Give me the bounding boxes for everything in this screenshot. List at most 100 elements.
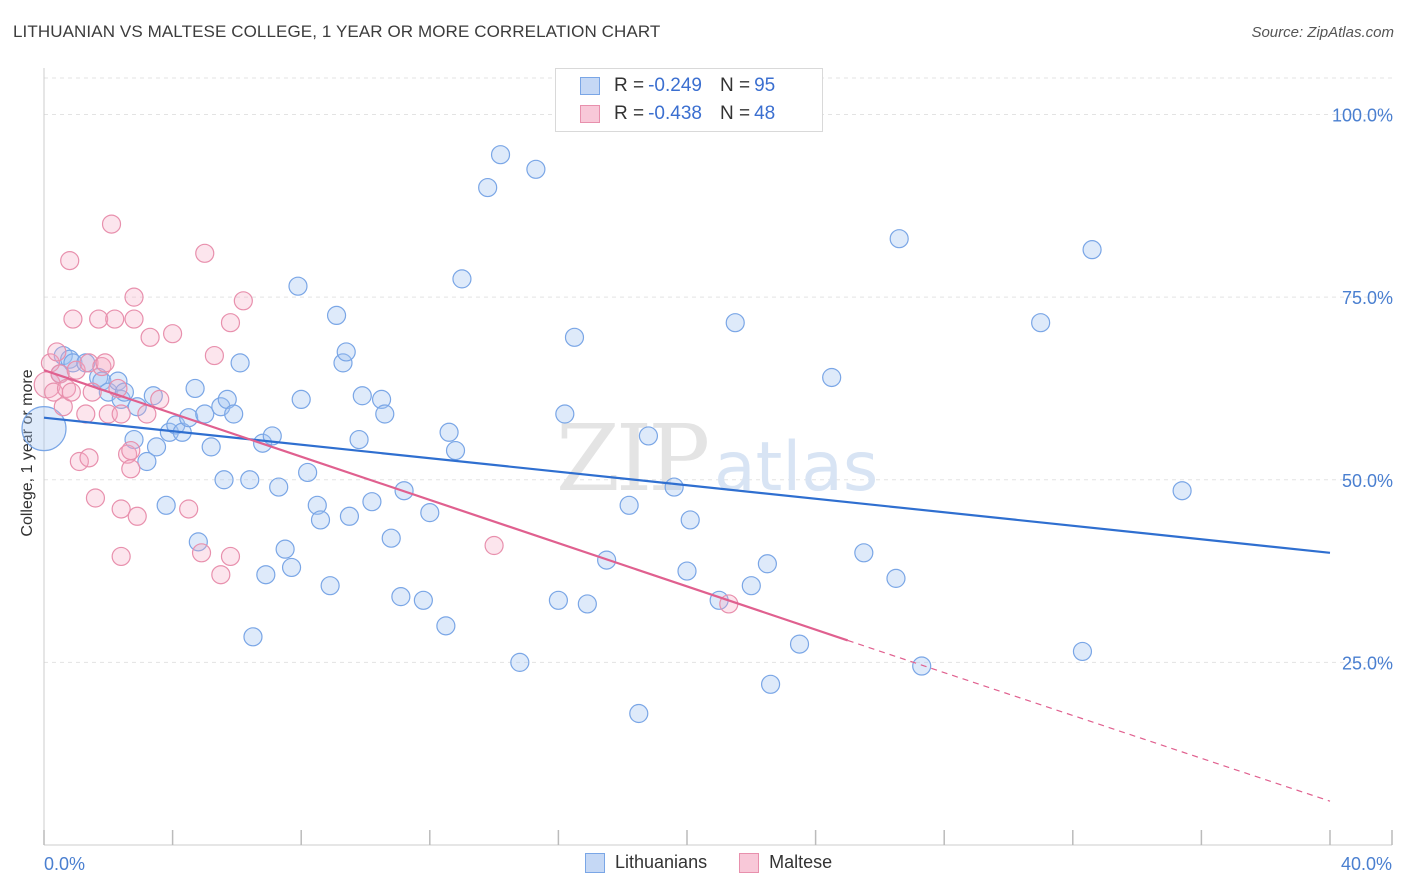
lithuanian-point bbox=[413, 590, 433, 610]
legend-swatch-blue bbox=[580, 77, 600, 95]
lithuanian-point bbox=[619, 495, 639, 515]
lithuanian-point bbox=[362, 492, 382, 512]
lithuanian-point bbox=[760, 674, 781, 694]
trend-lines bbox=[43, 369, 1331, 802]
tick-labels: 0.0% 40.0% 25.0% 50.0% 75.0% 100.0% bbox=[44, 106, 1393, 874]
lithuanian-point bbox=[320, 576, 340, 596]
y-tick-label: 50.0% bbox=[1342, 471, 1393, 491]
maltese-point bbox=[220, 546, 241, 567]
lithuanian-point bbox=[214, 470, 234, 490]
legend-row-lithuanians: R = -0.249 N = 95 bbox=[580, 73, 775, 99]
y-tick-label: 25.0% bbox=[1342, 653, 1393, 673]
maltese-point bbox=[121, 459, 141, 479]
lithuanian-point bbox=[886, 568, 906, 588]
lithuanian-point bbox=[336, 342, 356, 362]
y-tick-label: 75.0% bbox=[1342, 288, 1393, 308]
watermark: ZIP atlas bbox=[556, 405, 878, 512]
axes bbox=[43, 68, 1393, 846]
legend-r-value: -0.438 bbox=[648, 103, 702, 124]
lithuanian-point bbox=[371, 389, 392, 410]
legend-r-value: -0.249 bbox=[648, 75, 702, 96]
maltese-point bbox=[47, 342, 67, 362]
maltese-point bbox=[233, 291, 253, 311]
maltese-point bbox=[85, 488, 106, 508]
lithuanian-point bbox=[256, 565, 276, 585]
maltese-point bbox=[140, 327, 160, 347]
lithuanian-point bbox=[391, 587, 411, 607]
lithuanian-point bbox=[1082, 240, 1102, 260]
lithuanian-point bbox=[21, 406, 67, 452]
watermark-atlas: atlas bbox=[714, 428, 878, 507]
lithuanian-point bbox=[436, 616, 456, 636]
maltese-point bbox=[111, 546, 131, 567]
lithuanian-point bbox=[889, 229, 909, 249]
lithuanian-point bbox=[137, 451, 157, 472]
maltese-point bbox=[63, 309, 83, 329]
maltese-point bbox=[179, 499, 199, 519]
maltese-point bbox=[89, 309, 109, 329]
lithuanian-point bbox=[854, 543, 874, 563]
maltese-point bbox=[195, 243, 215, 263]
lithuanian-point bbox=[510, 652, 530, 672]
lithuanian-point bbox=[240, 470, 260, 490]
lithuanian-point bbox=[298, 462, 318, 483]
lithuanian-point bbox=[195, 404, 215, 424]
legend-swatch-lithuanians bbox=[585, 852, 605, 873]
lithuanian-point bbox=[224, 404, 244, 424]
legend-r-label: R = bbox=[614, 75, 645, 96]
maltese-point bbox=[211, 565, 231, 585]
lithuanian-point bbox=[680, 510, 700, 530]
legend-item-maltese[interactable]: Maltese bbox=[739, 852, 832, 873]
lithuanian-point bbox=[291, 389, 311, 410]
chart-title: LITHUANIAN VS MALTESE COLLEGE, 1 YEAR OR… bbox=[13, 22, 661, 41]
maltese-point bbox=[79, 448, 99, 468]
maltese-point bbox=[127, 506, 147, 526]
lithuanian-point bbox=[243, 627, 263, 647]
maltese-trend-line bbox=[43, 369, 849, 642]
lithuanian-point bbox=[629, 703, 649, 724]
lithuanian-point bbox=[1031, 313, 1051, 333]
maltese-point bbox=[163, 324, 183, 344]
legend-r-label: R = bbox=[614, 103, 645, 124]
maltese-point bbox=[61, 382, 81, 402]
lithuanian-point bbox=[548, 590, 569, 610]
lithuanian-point bbox=[307, 495, 327, 515]
lithuanian-point bbox=[288, 276, 308, 296]
lithuanian-point bbox=[564, 327, 585, 347]
lithuanian-point bbox=[789, 634, 810, 654]
legend-label-lithuanians: Lithuanians bbox=[615, 852, 708, 872]
maltese-point bbox=[111, 404, 131, 424]
lithuanian-point bbox=[577, 594, 597, 614]
maltese-point bbox=[92, 356, 112, 377]
lithuanian-point bbox=[677, 561, 697, 581]
legend-label-maltese: Maltese bbox=[769, 852, 833, 872]
legend-item-lithuanians[interactable]: Lithuanians bbox=[585, 852, 707, 873]
lithuanian-point bbox=[664, 477, 684, 497]
maltese-point bbox=[95, 353, 115, 373]
maltese-point bbox=[105, 309, 125, 329]
legend-swatch-pink bbox=[580, 105, 600, 123]
maltese-point bbox=[117, 444, 138, 464]
lithuanian-point bbox=[757, 554, 777, 574]
legend-swatch-maltese bbox=[739, 852, 760, 873]
series-legend: Lithuanians Maltese bbox=[585, 852, 864, 873]
lithuanian-point bbox=[1072, 641, 1093, 662]
legend-n-value: 95 bbox=[754, 75, 776, 96]
legend-n-label: N = bbox=[719, 75, 751, 96]
maltese-point bbox=[79, 353, 99, 373]
lithuanian-points bbox=[21, 145, 1192, 724]
lithuanian-point bbox=[275, 539, 295, 559]
maltese-point bbox=[150, 389, 170, 410]
x-tick-label-max: 40.0% bbox=[1341, 854, 1392, 874]
lithuanian-point bbox=[349, 429, 369, 450]
lithuanian-point bbox=[201, 437, 221, 457]
maltese-point bbox=[124, 287, 144, 307]
maltese-point bbox=[484, 535, 504, 556]
lithuanian-point bbox=[188, 532, 208, 552]
lithuanian-point bbox=[146, 437, 167, 457]
maltese-point bbox=[69, 451, 89, 472]
lithuanian-point bbox=[156, 495, 176, 515]
lithuanian-point bbox=[741, 576, 761, 596]
maltese-points bbox=[33, 214, 739, 614]
